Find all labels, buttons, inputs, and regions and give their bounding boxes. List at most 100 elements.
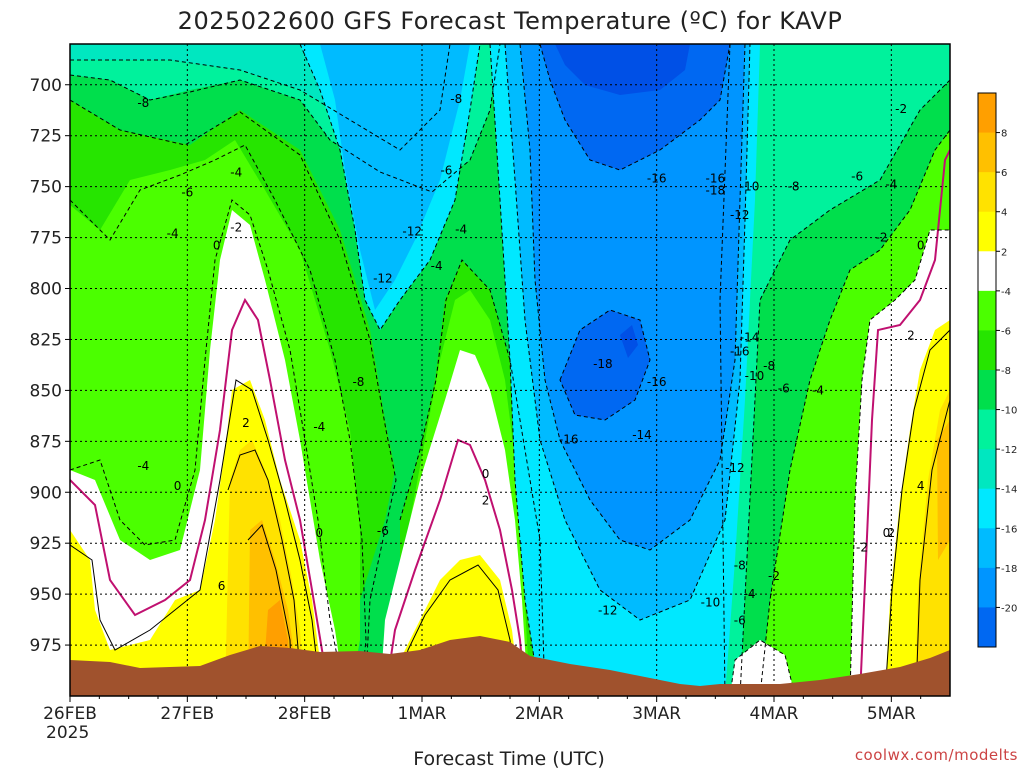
- colorbar-label: -12: [1001, 445, 1017, 456]
- contour-label: -12: [598, 603, 618, 617]
- contour-labels: -8-4-400-6-4-226-40-8-6-12-12-8-6-4-402-…: [137, 92, 924, 628]
- contour-label: -6: [181, 186, 193, 200]
- contour-label: -16: [730, 345, 750, 359]
- x-axis: 26FEB 27FEB 28FEB 1MAR 2MAR 3MAR 4MAR 5MAR: [43, 696, 922, 724]
- contour-dashed-14: [759, 129, 950, 696]
- contour-label: -2: [856, 540, 868, 554]
- x-tick-label: 1MAR: [398, 704, 447, 724]
- contour-solid-2: [227, 449, 303, 696]
- band-minus-14-trough: [320, 44, 470, 310]
- contour-label: -6: [734, 614, 746, 628]
- contour-label: -12: [402, 224, 422, 238]
- x-tick-label: 28FEB: [278, 704, 332, 724]
- contour-dashed-15: [849, 229, 950, 696]
- contour-label: -4: [230, 165, 242, 179]
- contour-label: -16: [647, 375, 667, 389]
- contour-label: -8: [450, 92, 462, 106]
- y-tick-label: 700: [30, 76, 62, 96]
- colorbar-cell: [978, 132, 996, 173]
- band-minus-8-right: [720, 44, 950, 696]
- colorbar-label: -16: [1001, 524, 1017, 535]
- contour-label: -18: [706, 184, 726, 198]
- contour-dashed-8: [504, 44, 751, 621]
- contour-label: -12: [725, 461, 745, 475]
- y-tick-label: 925: [30, 534, 62, 554]
- contour-label: -16: [647, 171, 667, 185]
- x-tick-year: 2025: [46, 723, 89, 743]
- contour-label: -6: [377, 524, 389, 538]
- contour-label: 2: [888, 526, 896, 540]
- contour-dashed-9: [519, 44, 746, 551]
- contour-solid-4: [394, 564, 517, 696]
- colorbar-cell: [978, 449, 996, 490]
- contour-label: -10: [740, 180, 760, 194]
- colorbar: 8 6 4 2 -4 -6 -8 -10 -12 -14 -16 -18 -20: [977, 92, 1017, 648]
- contour-label: -6: [851, 169, 863, 183]
- contour-label: 2: [242, 416, 250, 430]
- watermark: coolwx.com/modelts: [855, 746, 1018, 764]
- contour-label: -16: [559, 432, 579, 446]
- cold-minus-20-core: [620, 325, 638, 358]
- contour-label: -14: [740, 330, 760, 344]
- colorbar-cell: [978, 172, 996, 213]
- colorbar-label: 2: [1001, 247, 1007, 258]
- contour-label: -4: [744, 587, 756, 601]
- contour-label: -8: [352, 375, 364, 389]
- colorbar-label: 4: [1001, 208, 1007, 219]
- colorbar-cell: [978, 607, 996, 648]
- colorbar-cell: [978, 528, 996, 569]
- contour-label: 0: [213, 239, 221, 253]
- contour-dashed-2: [70, 144, 367, 696]
- y-tick-label: 725: [30, 127, 62, 147]
- contour-label: -14: [632, 428, 652, 442]
- contour-dashed-11: [559, 309, 651, 421]
- colorbar-cell: [978, 211, 996, 252]
- x-tick-label: 27FEB: [160, 704, 214, 724]
- contour-label: 0: [174, 479, 182, 493]
- contour-label: 6: [218, 579, 226, 593]
- contour-dashed-1: [70, 199, 346, 696]
- contour-label: 0: [482, 467, 490, 481]
- colorbar-label: -6: [1001, 326, 1011, 337]
- contour-label: -4: [137, 459, 149, 473]
- contour-dashed-5: [399, 259, 546, 696]
- contour-label: -10: [745, 369, 765, 383]
- colorbar-cell: [978, 330, 996, 371]
- y-tick-label: 750: [30, 178, 62, 198]
- contour-label: 2: [907, 328, 915, 342]
- cold-minus-20-north: [555, 44, 690, 95]
- contour-solid-1: [70, 379, 321, 691]
- contour-label: -2: [876, 231, 888, 245]
- contour-label: -6: [440, 163, 452, 177]
- contour-solid-5: [884, 329, 950, 696]
- x-tick-label: 2MAR: [515, 704, 564, 724]
- contour-label: -12: [730, 208, 750, 222]
- x-tick-label: 3MAR: [632, 704, 681, 724]
- contour-label: 4: [917, 479, 925, 493]
- y-tick-label: 800: [30, 280, 62, 300]
- contour-label: -12: [373, 271, 393, 285]
- colorbar-cell: [978, 567, 996, 608]
- contour-dashed-13: [739, 79, 950, 696]
- contour-label: -18: [593, 357, 613, 371]
- colorbar-label: -10: [1001, 406, 1017, 417]
- contour-label: -2: [768, 569, 780, 583]
- y-tick-label: 950: [30, 585, 62, 605]
- zero-isotherm-right: [859, 149, 950, 696]
- contour-label: -4: [885, 178, 897, 192]
- colorbar-label: 6: [1001, 168, 1007, 179]
- colorbar-label: -18: [1001, 564, 1017, 575]
- contour-label: -4: [431, 259, 443, 273]
- contour-label: -8: [788, 180, 800, 194]
- contour-label: -4: [812, 383, 824, 397]
- contour-dashed-16: [729, 639, 796, 696]
- contour-dashed-3: [70, 99, 397, 696]
- colorbar-label: -14: [1001, 485, 1017, 496]
- contour-label: -2: [895, 102, 907, 116]
- contour-label: -8: [763, 359, 775, 373]
- y-tick-label: 900: [30, 483, 62, 503]
- contour-dashed-10: [539, 44, 731, 171]
- contour-label: -4: [167, 226, 179, 240]
- cold-minus-16: [520, 44, 745, 550]
